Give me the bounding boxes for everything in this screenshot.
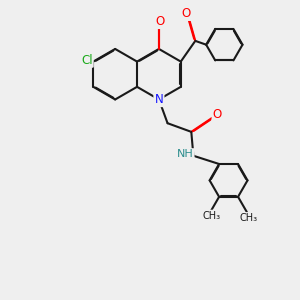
Text: O: O	[213, 109, 222, 122]
Text: O: O	[182, 7, 190, 20]
Text: CH₃: CH₃	[203, 211, 221, 221]
Text: Cl: Cl	[81, 54, 93, 67]
Text: CH₃: CH₃	[239, 213, 257, 223]
Text: N: N	[154, 93, 163, 106]
Text: NH: NH	[177, 149, 194, 159]
Text: O: O	[156, 15, 165, 28]
